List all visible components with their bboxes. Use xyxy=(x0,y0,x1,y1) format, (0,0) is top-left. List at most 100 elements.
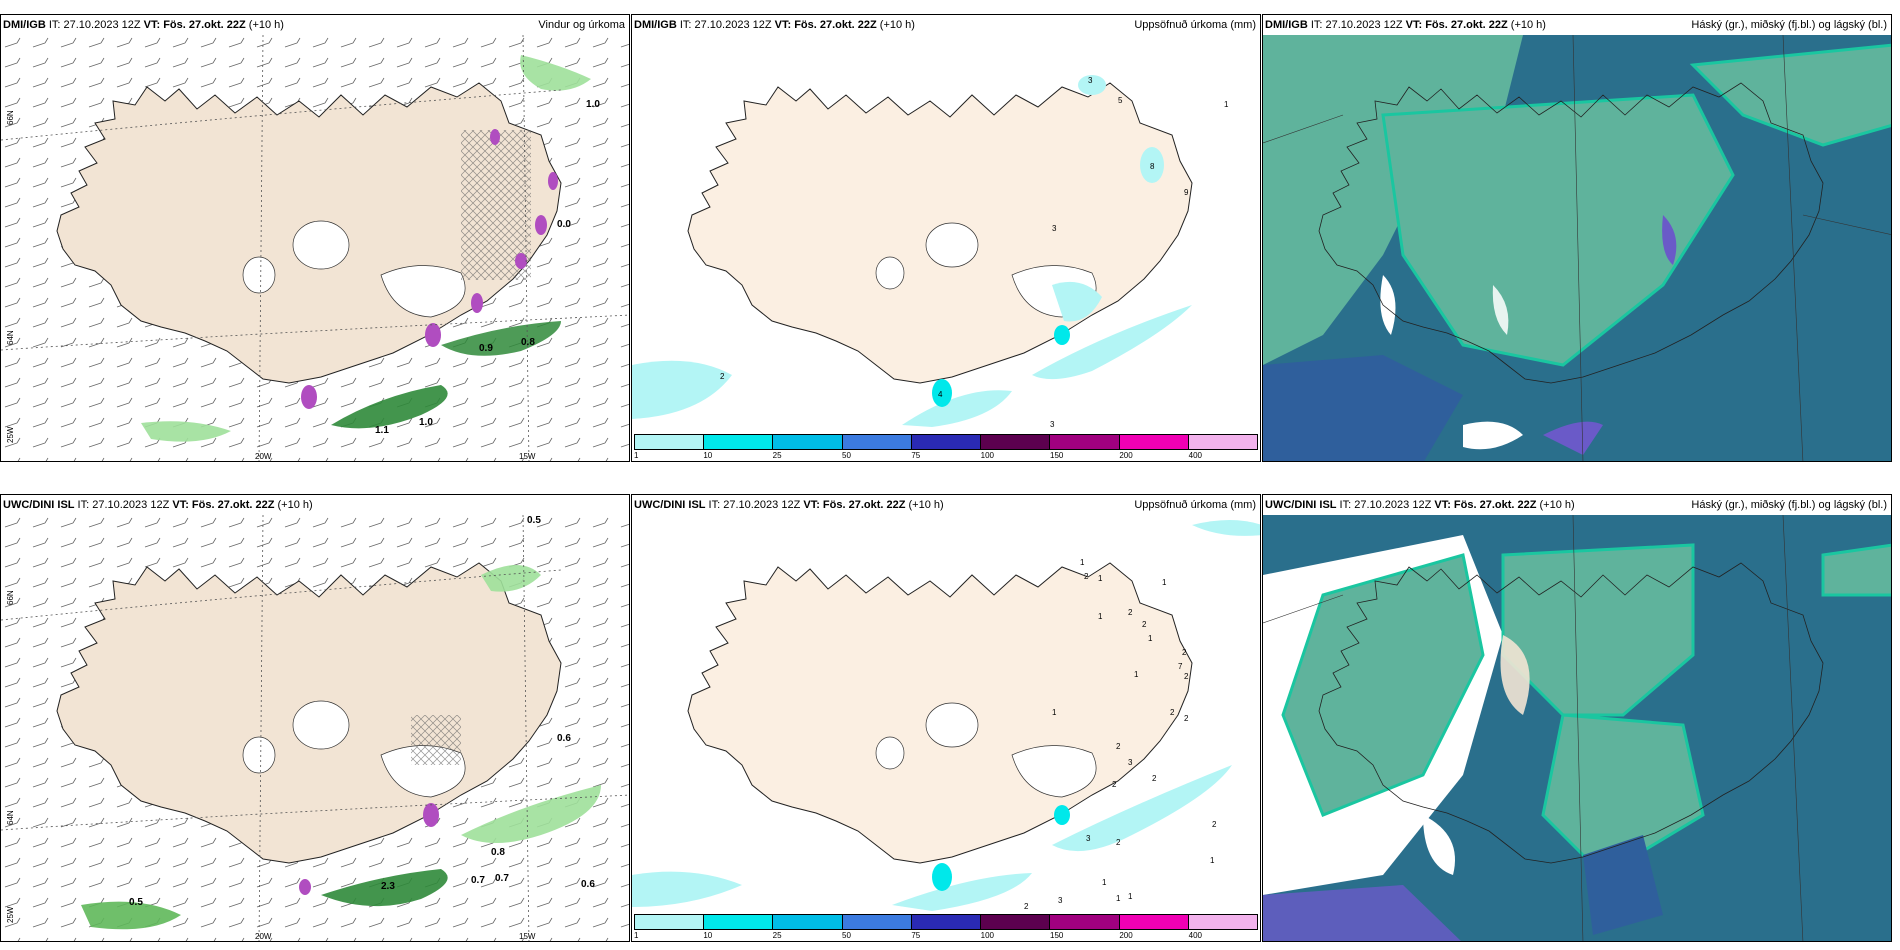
precip-value: 3 xyxy=(1050,420,1055,429)
precip-value: 0.6 xyxy=(581,879,595,890)
svg-text:1: 1 xyxy=(1162,578,1167,587)
colorbar-swatch xyxy=(635,435,705,449)
svg-text:1: 1 xyxy=(1148,634,1153,643)
glacier xyxy=(242,256,276,294)
lead-time: (+10 h) xyxy=(905,499,944,511)
precip-map: 3 5 1 8 9 3 2 3 4 xyxy=(632,75,1229,429)
wind-map: 1.0 0.9 0.8 1.1 1.0 0.0 66N 64N 25W 20W … xyxy=(1,35,629,461)
precip-value: 0.7 xyxy=(471,875,485,886)
precip-value: 0.0 xyxy=(557,219,571,230)
valid-time: VT: Fös. 27.okt. 22Z xyxy=(1405,19,1508,31)
init-time: IT: 27.10.2023 12Z xyxy=(1336,499,1435,511)
svg-text:3: 3 xyxy=(1086,834,1091,843)
lon-label: 20W xyxy=(255,932,272,941)
precip-band xyxy=(141,421,231,442)
colorbar-swatch xyxy=(981,915,1051,929)
heavy-precip-cell xyxy=(425,323,441,347)
svg-text:1: 1 xyxy=(1052,708,1057,717)
panel-title: Háský (gr.), miðský (fj.bl.) og lágský (… xyxy=(1691,19,1887,31)
colorbar-label: 75 xyxy=(911,931,921,940)
heavy-precip-cell xyxy=(301,385,317,409)
colorbar-label: 25 xyxy=(772,451,782,460)
svg-text:2: 2 xyxy=(1084,572,1089,581)
precip-value: 0.5 xyxy=(129,897,143,908)
heavy-precip-cell xyxy=(490,129,500,145)
precip-area xyxy=(1078,75,1106,95)
precip-value: 1.1 xyxy=(375,425,389,436)
svg-text:3: 3 xyxy=(1058,896,1063,905)
colorbar-swatch xyxy=(773,435,843,449)
heavy-precip-cell xyxy=(515,253,527,269)
precip-value: 9 xyxy=(1184,188,1189,197)
glacier xyxy=(925,702,979,748)
accum-precip-panel-uwc: UWC/DINI ISL IT: 27.10.2023 12Z VT: Fös.… xyxy=(631,494,1261,942)
colorbar: 1 10 25 50 75 100 150 200 400 xyxy=(632,433,1260,461)
valid-time: VT: Fös. 27.okt. 22Z xyxy=(1434,499,1537,511)
precip-area xyxy=(632,360,732,419)
svg-text:7: 7 xyxy=(1178,662,1183,671)
precip-value: 2 xyxy=(720,372,725,381)
colorbar-label: 50 xyxy=(842,931,851,940)
colorbar-swatch xyxy=(1119,915,1189,929)
colorbar-swatch xyxy=(635,915,705,929)
svg-text:1: 1 xyxy=(1098,612,1103,621)
valid-time: VT: Fös. 27.okt. 22Z xyxy=(803,499,906,511)
lead-time: (+10 h) xyxy=(1536,499,1575,511)
svg-text:1: 1 xyxy=(1098,574,1103,583)
precip-band xyxy=(441,321,561,356)
colorbar-labels: 1 10 25 50 75 100 150 200 400 xyxy=(634,451,1258,461)
glacier xyxy=(875,256,905,290)
colorbar-label: 25 xyxy=(772,931,782,940)
colorbar-label: 150 xyxy=(1050,451,1064,460)
heavy-precip-cell xyxy=(535,215,547,235)
lon-label: 15W xyxy=(519,452,536,461)
model-source: UWC/DINI ISL xyxy=(1265,499,1337,511)
lat-label: 64N xyxy=(6,330,15,345)
svg-text:2: 2 xyxy=(1024,902,1029,911)
lead-time: (+10 h) xyxy=(274,499,313,511)
valid-time: VT: Fös. 27.okt. 22Z xyxy=(172,499,275,511)
colorbar-label: 400 xyxy=(1188,451,1203,460)
svg-text:2: 2 xyxy=(1152,774,1157,783)
init-time: IT: 27.10.2023 12Z xyxy=(676,19,775,31)
lead-time: (+10 h) xyxy=(1507,19,1546,31)
precip-area xyxy=(1192,520,1260,536)
precip-band xyxy=(331,385,448,429)
precip-value: 3 xyxy=(1052,224,1057,233)
precip-value: 0.8 xyxy=(521,337,535,348)
precip-area xyxy=(1054,325,1070,345)
precip-area xyxy=(932,863,952,891)
model-source: UWC/DINI ISL xyxy=(3,499,75,511)
colorbar-swatch xyxy=(1188,435,1257,449)
glacier xyxy=(875,736,905,770)
svg-text:2: 2 xyxy=(1184,672,1189,681)
svg-text:1: 1 xyxy=(1116,894,1121,903)
svg-text:3: 3 xyxy=(1128,758,1133,767)
panel-header: UWC/DINI ISL IT: 27.10.2023 12Z VT: Fös.… xyxy=(1263,495,1891,515)
glacier xyxy=(1011,745,1097,798)
precip-value: 1.0 xyxy=(419,417,433,428)
panel-title: Vindur og úrkoma xyxy=(538,19,625,31)
svg-text:1: 1 xyxy=(1128,892,1133,901)
precip-value: 0.6 xyxy=(557,733,571,744)
panel-header: DMI/IGB IT: 27.10.2023 12Z VT: Fös. 27.o… xyxy=(1,15,629,35)
cloud-map xyxy=(1263,515,1891,941)
model-source: DMI/IGB xyxy=(3,19,46,31)
init-time: IT: 27.10.2023 12Z xyxy=(74,499,173,511)
colorbar-swatches xyxy=(634,914,1258,930)
svg-text:2: 2 xyxy=(1184,714,1189,723)
colorbar-swatch xyxy=(1050,915,1120,929)
precip-value: 2.3 xyxy=(381,881,395,892)
glacier xyxy=(380,265,466,318)
precip-area xyxy=(1032,305,1192,380)
heavy-precip-cell xyxy=(299,879,311,895)
svg-text:1: 1 xyxy=(1134,670,1139,679)
lon-label: 25W xyxy=(6,426,15,443)
lat-label: 66N xyxy=(6,590,15,605)
precip-band xyxy=(481,565,541,592)
init-time: IT: 27.10.2023 12Z xyxy=(45,19,144,31)
precip-band xyxy=(81,901,181,930)
colorbar-swatch xyxy=(1119,435,1189,449)
colorbar: 1 10 25 50 75 100 150 200 400 xyxy=(632,913,1260,941)
colorbar-swatches xyxy=(634,434,1258,450)
